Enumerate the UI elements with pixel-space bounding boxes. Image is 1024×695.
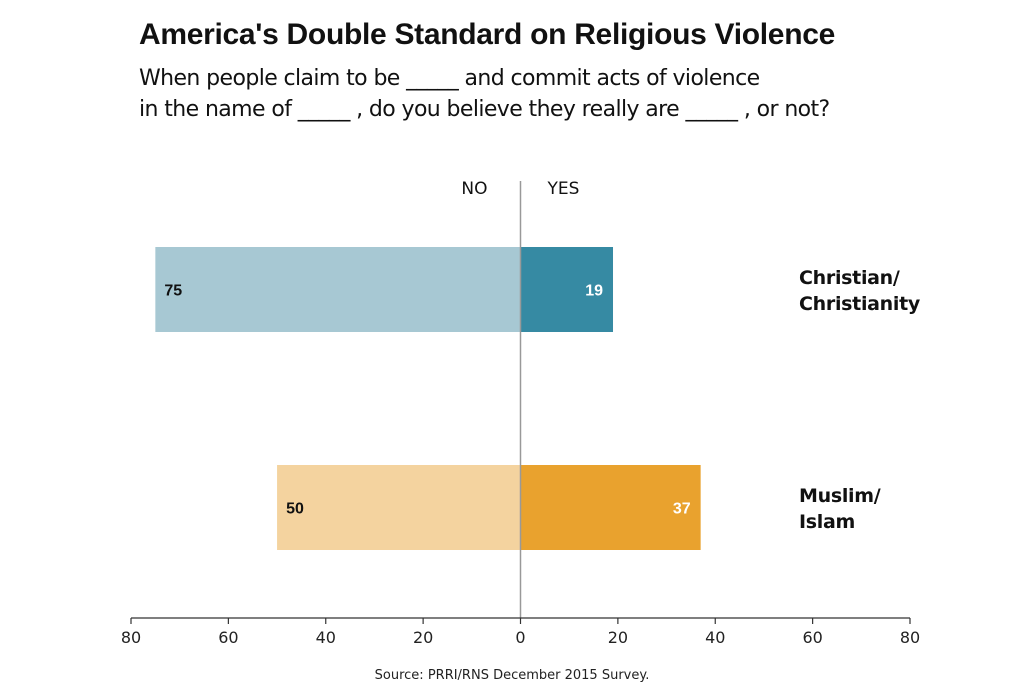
chart-source: Source: PRRI/RNS December 2015 Survey. xyxy=(374,668,650,683)
x-tick-label-3: 20 xyxy=(413,628,433,647)
x-tick-label-8: 80 xyxy=(900,628,920,647)
bar-yes-1 xyxy=(520,465,701,550)
chart-subtitle-line-1: When people claim to be _____ and commit… xyxy=(139,66,760,91)
bar-no-1 xyxy=(277,465,521,550)
data-label-yes-1: 37 xyxy=(673,501,691,518)
x-tick-label-4: 0 xyxy=(515,628,525,647)
bar-no-0 xyxy=(155,247,521,332)
data-label-yes-0: 19 xyxy=(585,283,603,300)
side-label-yes: YES xyxy=(547,179,580,199)
x-tick-label-7: 60 xyxy=(802,628,822,647)
chart-title: America's Double Standard on Religious V… xyxy=(139,18,835,51)
category-label-0-1: Christianity xyxy=(799,293,921,315)
side-label-no: NO xyxy=(461,179,487,199)
category-label-0-0: Christian/ xyxy=(799,267,900,289)
chart-subtitle-line-2: in the name of _____ , do you believe th… xyxy=(139,97,830,122)
category-label-1-0: Muslim/ xyxy=(799,485,881,507)
x-tick-label-5: 20 xyxy=(608,628,628,647)
x-tick-label-2: 40 xyxy=(316,628,336,647)
bar-yes-0 xyxy=(520,247,614,332)
x-tick-label-1: 60 xyxy=(218,628,238,647)
x-tick-label-0: 80 xyxy=(121,628,141,647)
data-label-no-0: 75 xyxy=(164,283,182,300)
x-tick-label-6: 40 xyxy=(705,628,725,647)
data-label-no-1: 50 xyxy=(286,501,304,518)
category-label-1-1: Islam xyxy=(799,511,855,533)
